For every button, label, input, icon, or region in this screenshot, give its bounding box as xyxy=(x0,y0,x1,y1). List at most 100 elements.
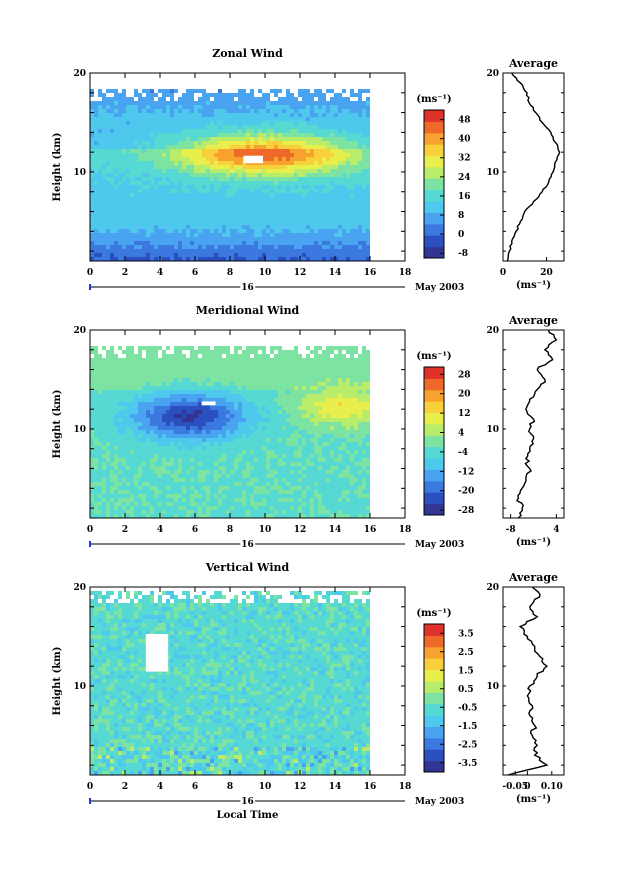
heatmap-cell xyxy=(254,213,258,217)
heatmap-cell xyxy=(258,486,262,490)
heatmap-cell xyxy=(250,181,254,185)
heatmap-cell xyxy=(178,113,182,117)
heatmap-cell xyxy=(138,221,142,225)
heatmap-cell xyxy=(98,181,102,185)
heatmap-cell xyxy=(318,193,322,197)
heatmap-cell xyxy=(342,221,346,225)
heatmap-cell xyxy=(90,201,94,205)
heatmap-cell xyxy=(230,249,234,253)
heatmap-cell xyxy=(358,169,362,173)
heatmap-cell xyxy=(222,257,226,261)
heatmap-cell xyxy=(346,121,350,125)
heatmap-cell xyxy=(354,101,358,105)
heatmap-cell xyxy=(326,145,330,149)
heatmap-cell xyxy=(214,394,218,398)
heatmap-cell xyxy=(154,193,158,197)
heatmap-cell xyxy=(238,101,242,105)
heatmap-cell xyxy=(246,466,250,470)
heatmap-cell xyxy=(190,189,194,193)
heatmap-cell xyxy=(230,233,234,237)
heatmap-cell xyxy=(342,149,346,153)
heatmap-cell xyxy=(190,398,194,402)
heatmap-cell xyxy=(150,394,154,398)
heatmap-cell xyxy=(190,117,194,121)
heatmap-cell xyxy=(266,402,270,406)
heatmap-cell xyxy=(250,478,254,482)
heatmap-cell xyxy=(186,434,190,438)
heatmap-cell xyxy=(314,101,318,105)
heatmap-cell xyxy=(214,482,218,486)
heatmap-cell xyxy=(298,129,302,133)
heatmap-cell xyxy=(334,237,338,241)
heatmap-cell xyxy=(166,153,170,157)
heatmap-cell xyxy=(194,422,198,426)
heatmap-cell xyxy=(90,173,94,177)
heatmap-cell xyxy=(230,217,234,221)
heatmap-cell xyxy=(266,482,270,486)
heatmap-cell xyxy=(90,225,94,229)
heatmap-cell xyxy=(186,245,190,249)
heatmap-cell xyxy=(346,229,350,233)
heatmap-cell xyxy=(158,217,162,221)
heatmap-cell xyxy=(266,370,270,374)
heatmap-cell xyxy=(250,97,254,101)
heatmap-cell xyxy=(254,229,258,233)
heatmap-cell xyxy=(90,205,94,209)
heatmap-cell xyxy=(210,458,214,462)
heatmap-cell xyxy=(210,157,214,161)
heatmap-cell xyxy=(342,109,346,113)
heatmap-cell xyxy=(338,137,342,141)
heatmap-cell xyxy=(366,161,370,165)
heatmap-cell xyxy=(110,201,114,205)
heatmap-cell xyxy=(202,398,206,402)
heatmap-cell xyxy=(246,434,250,438)
heatmap-cell xyxy=(214,225,218,229)
heatmap-cell xyxy=(130,390,134,394)
heatmap-cell xyxy=(246,446,250,450)
heatmap-cell xyxy=(350,93,354,97)
heatmap-cell xyxy=(138,161,142,165)
heatmap-cell xyxy=(338,249,342,253)
heatmap-cell xyxy=(134,173,138,177)
heatmap-cell xyxy=(110,438,114,442)
heatmap-cell xyxy=(94,101,98,105)
heatmap-cell xyxy=(126,370,130,374)
heatmap-cell xyxy=(322,93,326,97)
heatmap-cell xyxy=(162,229,166,233)
heatmap-cell xyxy=(322,125,326,129)
heatmap-cell xyxy=(270,161,274,165)
heatmap-cell xyxy=(146,390,150,394)
heatmap-cell xyxy=(110,494,114,498)
heatmap-cell xyxy=(202,378,206,382)
heatmap-cell xyxy=(190,470,194,474)
heatmap-cell xyxy=(110,149,114,153)
heatmap-cell xyxy=(242,257,246,261)
colorbar-tick-label: 8 xyxy=(458,211,464,221)
colorbar-tick-label: 0 xyxy=(458,230,464,240)
heatmap-cell xyxy=(106,514,110,518)
heatmap-cell xyxy=(118,514,122,518)
heatmap-cell xyxy=(242,402,246,406)
heatmap-cell xyxy=(166,133,170,137)
heatmap-cell xyxy=(90,498,94,502)
heatmap-cell xyxy=(358,197,362,201)
heatmap-cell xyxy=(114,422,118,426)
heatmap-cell xyxy=(266,486,270,490)
heatmap-cell xyxy=(98,382,102,386)
heatmap-cell xyxy=(154,233,158,237)
heatmap-cell xyxy=(106,209,110,213)
heatmap-cell xyxy=(154,121,158,125)
heatmap-cell xyxy=(366,209,370,213)
heatmap-cell xyxy=(258,422,262,426)
heatmap-cell xyxy=(214,446,218,450)
heatmap-cell xyxy=(238,173,242,177)
heatmap-cell xyxy=(266,366,270,370)
heatmap-cell xyxy=(246,225,250,229)
heatmap-cell xyxy=(206,145,210,149)
heatmap-cell xyxy=(166,406,170,410)
heatmap-cell xyxy=(158,378,162,382)
heatmap-cell xyxy=(142,370,146,374)
heatmap-cell xyxy=(162,197,166,201)
heatmap-cell xyxy=(214,442,218,446)
heatmap-cell xyxy=(354,209,358,213)
